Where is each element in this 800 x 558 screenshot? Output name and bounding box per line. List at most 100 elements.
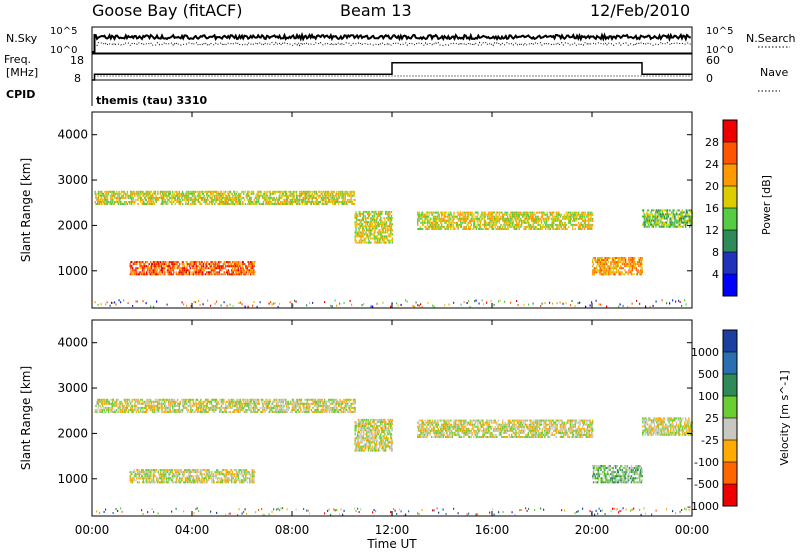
echo-cell	[448, 212, 449, 214]
echo-cell	[272, 303, 273, 305]
echo-cell	[163, 273, 164, 275]
echo-cell	[561, 222, 562, 224]
echo-cell	[663, 213, 664, 215]
echo-cell	[688, 213, 689, 215]
echo-cell	[109, 203, 110, 205]
echo-cell	[306, 197, 307, 199]
echo-cell	[556, 220, 557, 222]
echo-cell	[132, 409, 133, 411]
echo-cell	[525, 228, 526, 230]
echo-cell	[206, 273, 207, 275]
echo-cell	[685, 224, 686, 226]
echo-cell	[436, 228, 437, 230]
echo-cell	[487, 216, 488, 218]
echo-cell	[368, 221, 369, 223]
echo-cell	[232, 267, 233, 269]
echo-cell	[453, 212, 454, 214]
echo-cell	[199, 193, 200, 195]
echo-cell	[160, 261, 161, 263]
echo-cell	[344, 201, 345, 203]
echo-cell	[269, 399, 270, 401]
freq-label-line2: [MHz]	[6, 66, 38, 79]
echo-cell	[342, 201, 343, 203]
echo-cell	[647, 226, 648, 228]
echo-cell	[172, 403, 173, 405]
echo-cell	[551, 218, 552, 220]
echo-cell	[685, 226, 686, 228]
echo-cell	[219, 399, 220, 401]
echo-cell	[200, 263, 201, 265]
echo-cell	[352, 191, 353, 193]
echo-cell	[495, 214, 496, 216]
echo-cell	[494, 304, 495, 306]
echo-cell	[209, 403, 210, 405]
echo-cell	[211, 401, 212, 403]
echo-cell	[241, 191, 242, 193]
echo-cell	[222, 199, 223, 201]
echo-cell	[184, 199, 185, 201]
echo-cell	[218, 261, 219, 263]
echo-cell	[280, 403, 281, 405]
echo-cell	[203, 267, 204, 269]
echo-cell	[201, 261, 202, 263]
echo-cell	[149, 263, 150, 265]
echo-cell	[274, 201, 275, 203]
echo-cell	[635, 263, 636, 265]
echo-cell	[250, 199, 251, 201]
echo-cell	[219, 265, 220, 267]
echo-cell	[280, 203, 281, 205]
echo-cell	[419, 220, 420, 222]
echo-cell	[166, 197, 167, 199]
echo-cell	[155, 191, 156, 193]
echo-cell	[196, 405, 197, 407]
echo-cell	[212, 195, 213, 197]
echo-cell	[227, 197, 228, 199]
echo-cell	[198, 199, 199, 201]
echo-cell	[161, 411, 162, 413]
echo-cell	[162, 267, 163, 269]
echo-cell	[264, 403, 265, 405]
echo-cell	[681, 305, 682, 307]
echo-cell	[589, 212, 590, 214]
echo-cell	[472, 220, 473, 222]
echo-cell	[370, 225, 371, 227]
echo-cell	[238, 265, 239, 267]
echo-cell	[610, 269, 611, 271]
echo-cell	[159, 407, 160, 409]
echo-cell	[249, 191, 250, 193]
echo-cell	[132, 199, 133, 201]
echo-cell	[98, 405, 99, 407]
echo-cell	[582, 218, 583, 220]
echo-cell	[198, 265, 199, 267]
echo-cell	[291, 195, 292, 197]
echo-cell	[533, 212, 534, 214]
echo-cell	[361, 231, 362, 233]
echo-cell	[642, 271, 643, 273]
echo-cell	[334, 191, 335, 193]
cpid-label: CPID	[6, 88, 35, 101]
echo-cell	[456, 226, 457, 228]
echo-cell	[429, 228, 430, 230]
y-tick-label: 2000	[57, 218, 88, 232]
echo-cell	[606, 306, 607, 308]
echo-cell	[226, 199, 227, 201]
echo-cell	[172, 273, 173, 275]
echo-cell	[374, 238, 375, 240]
echo-cell	[312, 193, 313, 195]
echo-cell	[193, 401, 194, 403]
echo-cell	[226, 201, 227, 203]
echo-cell	[222, 403, 223, 405]
echo-cell	[324, 301, 325, 303]
echo-cell	[494, 212, 495, 214]
echo-cell	[632, 257, 633, 259]
echo-cell	[294, 300, 295, 302]
echo-cell	[420, 218, 421, 220]
echo-cell	[592, 218, 593, 220]
echo-cell	[273, 199, 274, 201]
echo-cell	[378, 238, 379, 240]
echo-cell	[345, 197, 346, 199]
echo-cell	[173, 201, 174, 203]
echo-cell	[434, 220, 435, 222]
echo-cell	[458, 220, 459, 222]
echo-cell	[658, 209, 659, 211]
